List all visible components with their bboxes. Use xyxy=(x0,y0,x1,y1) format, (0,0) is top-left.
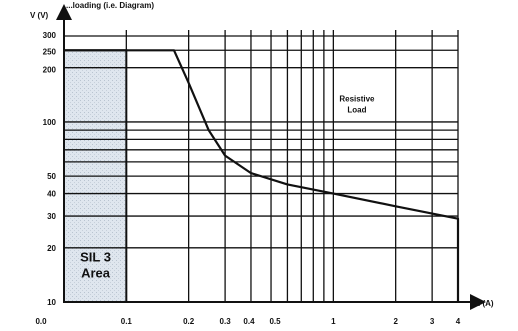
grid-layer xyxy=(64,30,459,302)
x-tick-label: 0.4 xyxy=(243,317,255,326)
series-layer xyxy=(64,49,460,302)
y-tick-label: 250 xyxy=(43,47,57,56)
x-tick-label: 0.1 xyxy=(121,317,133,326)
x-tick-label: 0.0 xyxy=(35,317,47,326)
tick-label-layer: 10 20 30 40 50 100 200 250 300 0.0 0.1 0.2 0.3 0.4 0.5… xyxy=(35,31,460,326)
y-tick-label: 40 xyxy=(47,190,56,199)
x-tick-label: 0.2 xyxy=(183,317,195,326)
x-tick-label: 0.3 xyxy=(220,317,232,326)
y-axis-label: V (V) xyxy=(30,11,49,20)
x-tick-label: 2 xyxy=(393,317,398,326)
y-tick-label: 20 xyxy=(47,244,56,253)
y-tick-label: 10 xyxy=(47,298,56,307)
sil3-area-label-line2: Area xyxy=(81,265,111,280)
sil3-area-label-line1: SIL 3 xyxy=(80,249,111,264)
y-tick-label: 300 xyxy=(43,31,57,40)
y-tick-label: 30 xyxy=(47,212,56,221)
x-tick-label: 0.5 xyxy=(269,317,281,326)
series-line xyxy=(64,49,460,302)
y-tick-label: 200 xyxy=(43,66,57,75)
y-tick-label: 100 xyxy=(43,118,57,127)
axis-layer xyxy=(56,4,486,310)
x-tick-label: 1 xyxy=(331,317,336,326)
resistive-load-label-line1: Resistive xyxy=(339,94,375,103)
x-axis-label: I (A) xyxy=(478,299,494,308)
resistive-load-label-line2: Load xyxy=(347,105,366,114)
x-tick-label: 3 xyxy=(430,317,435,326)
header-caption: ...loading (i.e. Diagram) xyxy=(66,1,154,10)
x-tick-label: 4 xyxy=(456,317,461,326)
y-tick-label: 50 xyxy=(47,172,56,181)
